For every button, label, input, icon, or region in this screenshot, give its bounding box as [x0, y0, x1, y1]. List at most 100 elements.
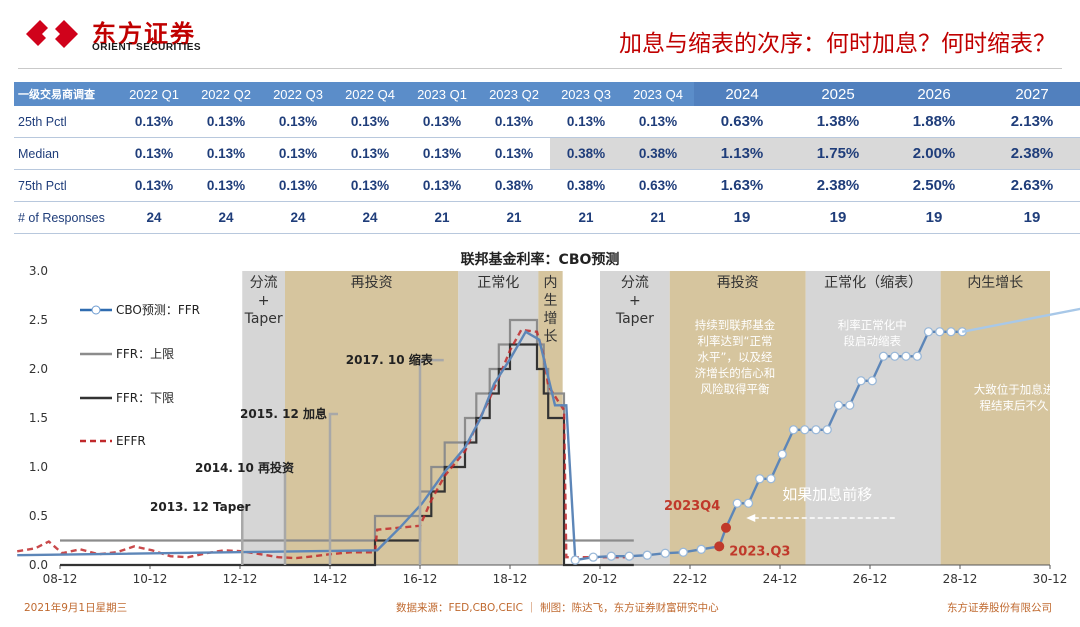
x-tick-label: 20-12: [583, 572, 618, 586]
table-cell: 0.38%: [550, 137, 622, 170]
table-cell: 0.13%: [118, 106, 190, 138]
x-tick-label: 30-12: [1033, 572, 1068, 586]
column-header: 2022 Q1: [118, 82, 190, 106]
logo-text-en: ORIENT SECURITIES: [92, 42, 202, 53]
series-point: [901, 351, 911, 361]
table-cell: 2.13%: [982, 106, 1080, 138]
table-cell: 0.13%: [406, 106, 478, 138]
highlight-point: [721, 522, 731, 533]
region-band: [940, 271, 1050, 565]
table-cell: 0.13%: [118, 137, 190, 170]
series-point: [678, 547, 688, 557]
footer-source: 数据来源：FED,CBO,CEIC ｜ 制图：陈达飞，东方证券财富研究中心: [396, 602, 719, 614]
table-cell: 0.13%: [118, 169, 190, 202]
table-row: # of Responses 24 24 24 24 21 21 21 21 19 19 19 19: [14, 201, 1080, 234]
y-tick-label: 3.0: [29, 264, 48, 278]
series-point: [845, 400, 855, 410]
region-band: [600, 271, 670, 565]
chart-title: 联邦基金利率：CBO预测: [461, 251, 620, 268]
x-tick-label: 26-12: [853, 572, 888, 586]
row-label: 25th Pctl: [14, 106, 118, 138]
region-label: 再投资: [351, 275, 393, 291]
x-tick-label: 10-12: [133, 572, 168, 586]
series-point: [800, 425, 810, 435]
table-cell: 0.38%: [550, 169, 622, 202]
table-cell: 0.13%: [550, 106, 622, 138]
logo-text-cn: 东方证券: [92, 20, 196, 48]
legend-label: FFR：上限: [116, 347, 174, 361]
annotation-leader: [328, 412, 338, 565]
table-cell: 2.38%: [982, 137, 1080, 170]
table-cell: 2.38%: [790, 169, 886, 202]
chart-regions: 分流+ Taper 再投资 正常化 内生增长 分流+ Taper 再投资 正常化（缩表） 内生增长: [242, 271, 1050, 565]
series-point: [867, 376, 877, 386]
series-point: [755, 474, 765, 484]
annotation-leader: [418, 358, 444, 565]
ffr-chart: 分流+ Taper 再投资 正常化 内生增长 分流+ Taper 再投资 正常化（缩表） 内生增长…: [17, 251, 1080, 586]
series-point: [660, 548, 670, 558]
table-row: 75th Pctl 0.13% 0.13% 0.13% 0.13% 0.13% 0.38% 0…: [14, 169, 1080, 202]
x-tick-label: 28-12: [943, 572, 978, 586]
legend-label: FFR：下限: [116, 391, 174, 405]
series-point: [912, 351, 922, 361]
table-cell: 19: [982, 201, 1080, 234]
table-cell: 1.75%: [790, 137, 886, 170]
region-label: 再投资: [717, 275, 759, 291]
series-point: [624, 551, 634, 561]
survey-table: 一级交易商调查 2022 Q1 2022 Q2 2022 Q3 2022 Q4 2023 …: [14, 82, 1080, 234]
row-label: 75th Pctl: [14, 169, 118, 202]
region-band: [242, 271, 285, 565]
page-title: 加息与缩表的次序：何时加息？何时缩表？: [619, 31, 1056, 57]
region-note: 利率正常化中段启动缩表: [838, 318, 907, 348]
table-cell: 21: [550, 201, 622, 234]
highlight-label: 2023Q4: [664, 499, 720, 514]
region-band: [805, 271, 941, 565]
region-label: 内生增长: [544, 275, 558, 345]
table-body: 25th Pctl 0.13% 0.13% 0.13% 0.13% 0.13% 0.13% 0…: [14, 106, 1080, 234]
column-header: 2026: [886, 82, 982, 106]
table-cell: 0.63%: [694, 106, 790, 138]
column-header: 2023 Q2: [478, 82, 550, 106]
table-cell: 0.38%: [478, 169, 550, 202]
chart-annotations: 2013. 12 Taper 2014. 10 再投资 2015. 12 加息 201…: [150, 318, 1055, 565]
highlight-point: [714, 541, 725, 552]
table-cell: 21: [622, 201, 694, 234]
series-point: [890, 351, 900, 361]
annotation-label: 2014. 10 再投资: [195, 460, 294, 475]
chart-legend: CBO预测：FFR FFR：上限 FFR：下限 EFFR: [80, 303, 200, 448]
series-point: [570, 555, 580, 565]
table-cell: 0.13%: [262, 137, 334, 170]
table-cell: 21: [478, 201, 550, 234]
chart-series: [17, 307, 1080, 567]
table-cell: 19: [886, 201, 982, 234]
region-label: 分流+ Taper: [244, 275, 283, 327]
annotation-leader: [241, 505, 248, 565]
table-cell: 0.13%: [334, 169, 406, 202]
table-cell: 24: [118, 201, 190, 234]
table-cell: 0.13%: [190, 137, 262, 170]
x-tick-label: 08-12: [43, 572, 78, 586]
column-header: 2027: [982, 82, 1080, 106]
table-cell: 1.38%: [790, 106, 886, 138]
column-header: 2025: [790, 82, 886, 106]
series-point: [788, 425, 799, 435]
series-line: [17, 328, 634, 560]
series-point: [732, 498, 742, 508]
table-cell: 1.63%: [694, 169, 790, 202]
x-tick-label: 14-12: [313, 572, 348, 586]
x-tick-label: 16-12: [403, 572, 438, 586]
annotation-label: 2015. 12 加息: [240, 406, 327, 421]
row-label: Median: [14, 137, 118, 170]
arrow-head: [746, 513, 756, 522]
region-note: 持续到联邦基金利率达到“正常水平”，以及经济增长的信心和风险取得平衡: [695, 318, 776, 396]
series-point: [766, 474, 776, 484]
table-cell: 0.13%: [334, 106, 406, 138]
table-cell: 2.50%: [886, 169, 982, 202]
table-cell: 0.13%: [262, 106, 334, 138]
table-cell: 24: [262, 201, 334, 234]
table-header-row: 一级交易商调查 2022 Q1 2022 Q2 2022 Q3 2022 Q4 2023 …: [14, 82, 1080, 106]
region-note: 大致位于加息进程结束后不久: [974, 383, 1055, 413]
series-point: [777, 449, 787, 459]
series-point: [743, 498, 754, 508]
table-cell: 0.13%: [478, 106, 550, 138]
